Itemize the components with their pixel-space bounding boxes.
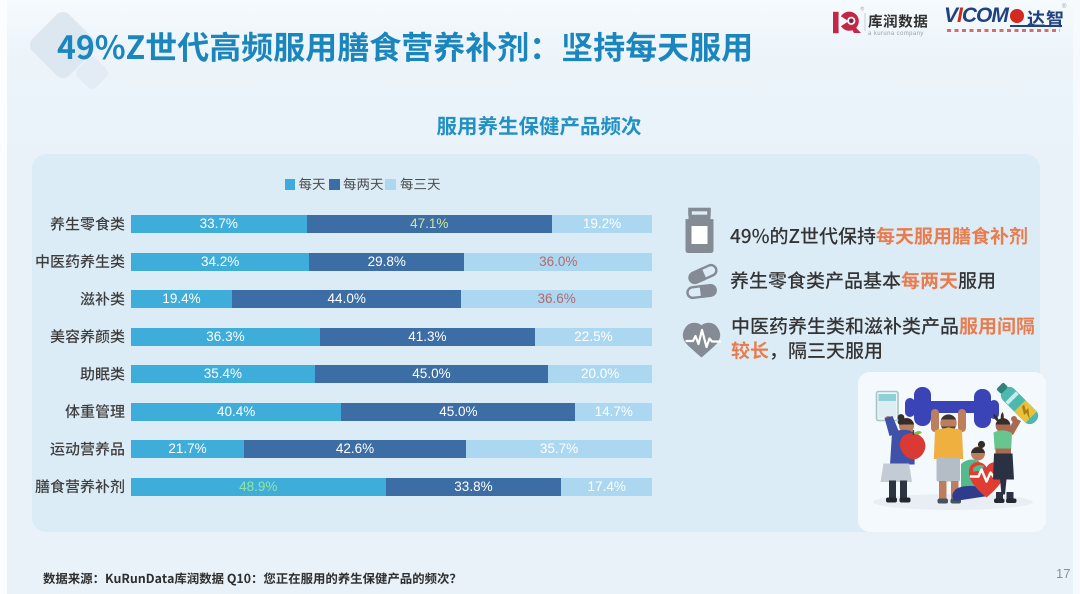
- svg-text:®: ®: [861, 6, 865, 13]
